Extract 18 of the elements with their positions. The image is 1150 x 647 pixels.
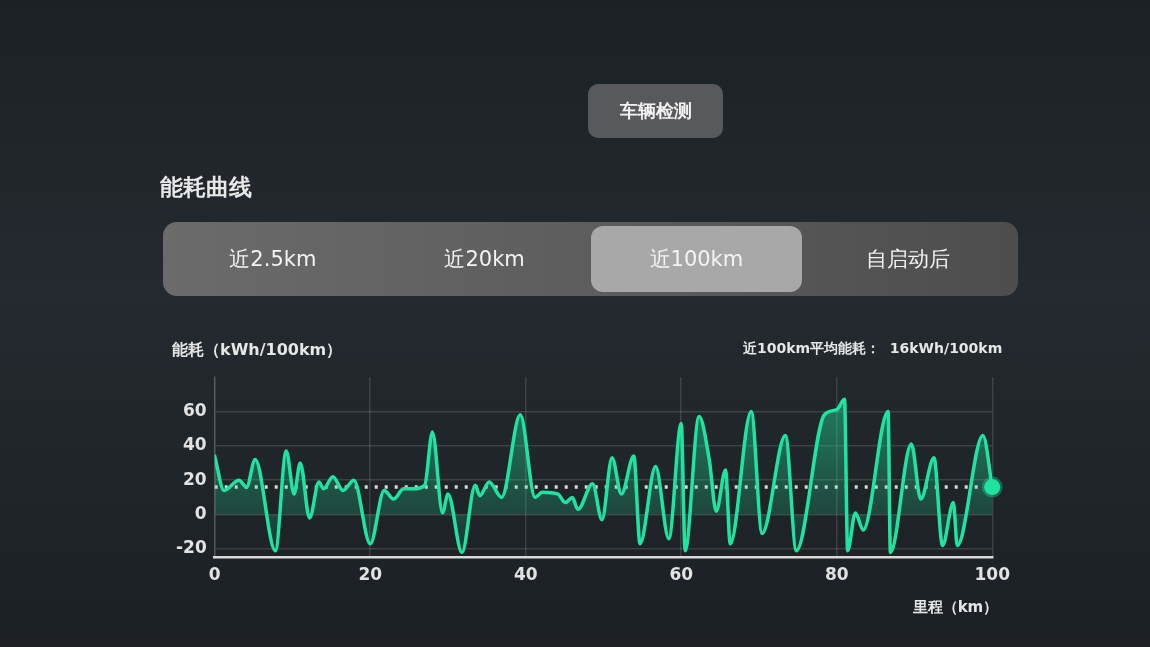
x-tick-label: 40 [513,564,538,585]
text: 近100km平均能耗： 16kWh/100km [741,340,1003,356]
y-tick-label: 0 [194,503,207,524]
tab: 近100km [590,226,803,292]
y-axis-title: 能耗（kWh/100km） [172,340,343,359]
x-tick-label: 0 [208,564,221,585]
x-tick-label: 80 [824,564,849,585]
chart-title: 能耗曲线 [160,173,252,202]
button: 车辆检测 [588,84,723,138]
x-tick-label: 100 [974,564,1011,585]
tab-bar: 近2.5km 近20km 近100km 自启动后 [163,222,1018,296]
y-tick-label: -20 [175,537,207,558]
x-tick-label: 60 [669,564,694,585]
y-tick-label: 20 [183,468,207,489]
y-tick-label: 60 [183,399,207,420]
y-tick-label: 40 [183,434,207,455]
x-tick-label: 20 [358,564,383,585]
x-axis-title: 里程（km） [911,598,999,616]
